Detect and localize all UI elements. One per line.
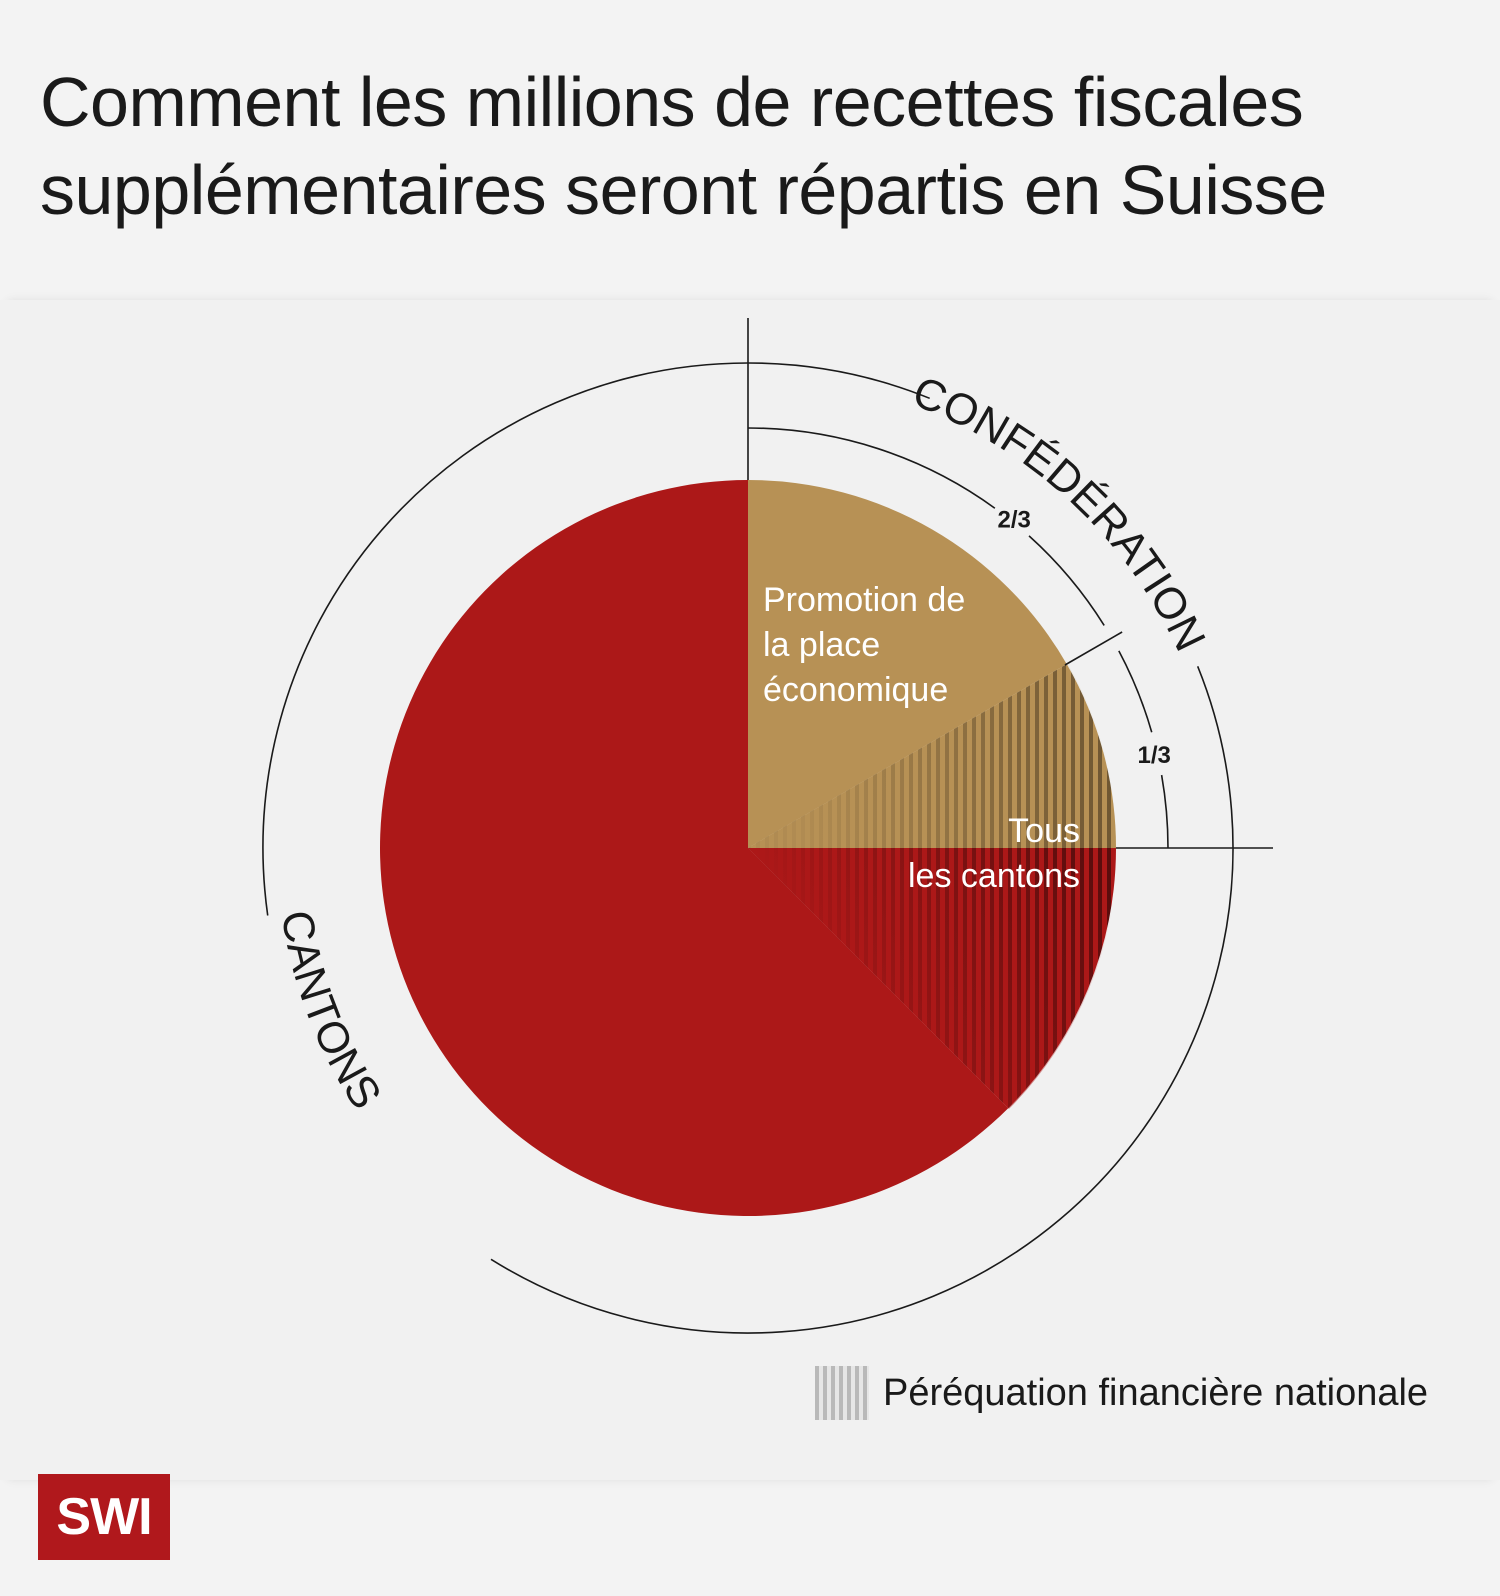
swi-logo: SWI [38, 1474, 170, 1560]
legend: Péréquation financière nationale [815, 1366, 1428, 1420]
outer-ring-seg-3 [262, 362, 749, 916]
bracket-arc-3 [1118, 650, 1153, 733]
bracket-arc-1 [747, 427, 996, 509]
pie-slice-0 [748, 480, 1067, 848]
legend-label: Péréquation financière nationale [883, 1371, 1429, 1414]
split-tick [1064, 631, 1123, 666]
slice-label-promotion-line-1: Promotion de [763, 581, 965, 619]
slice-label-cantons-line-1: Tous [1008, 812, 1080, 850]
slice-label-promotion-line-2: la place [763, 626, 880, 664]
slice-label-cantons-line-2: les cantons [908, 857, 1080, 895]
group-label-cantons: CANTONS [271, 907, 390, 1118]
fraction-label-2-3: 2/3 [998, 506, 1031, 533]
slice-label-promotion-line-3: économique [763, 671, 948, 709]
chart-title: Comment les millions de recettes fiscale… [40, 63, 1327, 229]
fraction-label-1-3: 1/3 [1137, 742, 1170, 769]
outer-ring-seg-1 [747, 362, 930, 400]
pie-slice-hatch-fade [748, 848, 1117, 1109]
legend-swatch-stripes [815, 1366, 869, 1420]
bracket-arc-4 [1160, 774, 1169, 849]
pie-slice-hatch-fade-gold [748, 663, 1118, 848]
bracket-arc-2 [1028, 535, 1105, 626]
pie-slice-3 [380, 480, 1009, 1216]
outer-ring-seg-2 [490, 666, 1234, 1334]
